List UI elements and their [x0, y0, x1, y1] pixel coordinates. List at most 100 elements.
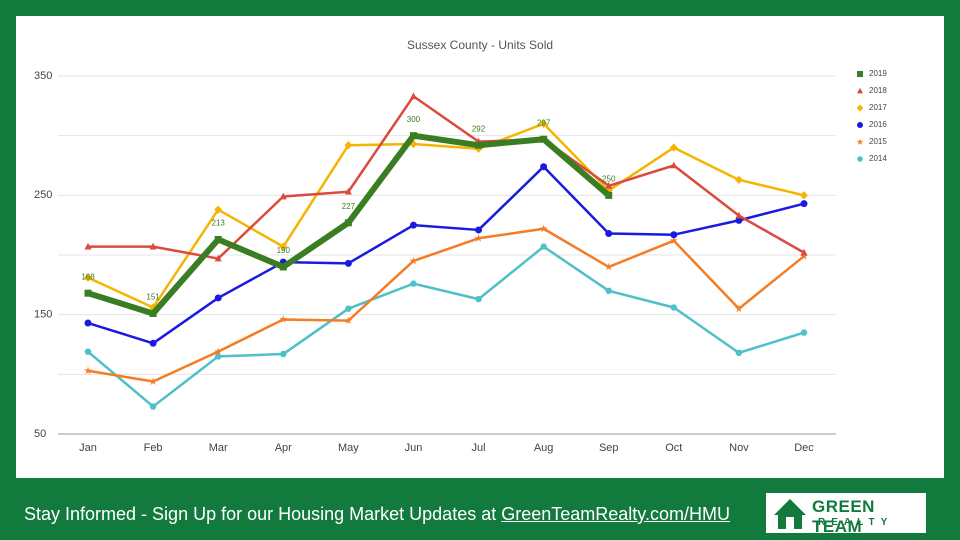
data-point [344, 259, 352, 267]
data-label: 168 [81, 272, 95, 281]
data-point [279, 315, 288, 323]
legend-label: 2016 [869, 120, 887, 129]
data-point [409, 256, 418, 265]
data-point [409, 280, 417, 287]
data-point [604, 262, 613, 271]
data-point [149, 403, 157, 410]
legend-marker [856, 138, 864, 145]
data-point [800, 191, 808, 200]
data-point [214, 294, 222, 302]
data-point [540, 243, 548, 250]
data-point [149, 339, 157, 347]
data-point [279, 192, 287, 200]
data-point [214, 254, 222, 262]
data-point [214, 205, 223, 214]
x-tick-label: Feb [144, 442, 163, 454]
data-point [734, 304, 743, 313]
x-tick-label: Jul [472, 442, 486, 454]
legend-marker [857, 71, 863, 77]
data-point [669, 236, 678, 245]
data-point [605, 287, 613, 294]
data-label: 213 [212, 219, 226, 228]
data-label: 292 [472, 124, 486, 133]
data-label: 300 [407, 115, 421, 124]
data-point [409, 132, 417, 140]
x-tick-label: Dec [794, 442, 814, 454]
data-point [605, 181, 613, 189]
data-label: 227 [342, 202, 356, 211]
legend-marker [856, 104, 864, 112]
data-point [84, 319, 92, 327]
legend-label: 2018 [869, 86, 887, 95]
legend-label: 2019 [869, 69, 887, 78]
data-point [735, 211, 743, 219]
data-point [344, 219, 352, 227]
data-point [149, 377, 158, 385]
x-tick-label: May [338, 442, 359, 454]
data-point [539, 224, 548, 233]
footer-link[interactable]: GreenTeamRealty.com/HMU [501, 504, 730, 524]
chart: Sussex County - Units Sold 50 150 250 350 Ja… [34, 38, 887, 454]
data-point [540, 163, 548, 171]
data-point [735, 175, 743, 185]
data-point [669, 143, 678, 152]
data-point [540, 135, 548, 143]
series-line [87, 122, 805, 309]
series-line [87, 227, 805, 383]
y-tick-label: 150 [34, 309, 52, 321]
legend-marker [857, 156, 863, 162]
data-point [214, 347, 223, 356]
data-point [474, 234, 483, 242]
y-tick-label: 50 [34, 428, 46, 440]
x-tick-label: Aug [534, 442, 554, 454]
data-point [409, 221, 417, 229]
legend-label: 2015 [869, 137, 887, 146]
logo-title: GREEN TEAM [812, 497, 875, 536]
logo-subtitle: REALTY [818, 517, 894, 528]
series-line [87, 245, 805, 408]
x-tick-label: Mar [209, 442, 228, 454]
data-point [84, 348, 92, 355]
x-tick-label: Oct [665, 442, 682, 454]
data-point [344, 141, 353, 150]
legend-label: 2014 [869, 154, 887, 163]
data-point [149, 309, 157, 317]
data-point [670, 231, 678, 239]
data-point [670, 161, 678, 169]
data-point [409, 139, 418, 149]
data-point [344, 187, 352, 195]
data-point [475, 226, 483, 234]
logo-icon [774, 499, 806, 529]
data-point [670, 304, 678, 311]
x-tick-label: Sep [599, 442, 619, 454]
data-point [149, 242, 157, 250]
data-point [604, 186, 613, 195]
legend-label: 2017 [869, 103, 887, 112]
logo: GREEN TEAM REALTY [766, 493, 926, 536]
series-line [88, 95, 805, 260]
data-point [279, 263, 287, 271]
data-point [344, 316, 353, 325]
y-tick-label: 250 [34, 189, 52, 201]
data-point [475, 141, 483, 149]
data-point [800, 200, 808, 208]
data-label: 250 [602, 174, 616, 183]
data-point [800, 248, 808, 256]
data-point [800, 251, 808, 260]
data-point [409, 92, 417, 100]
x-tick-label: Nov [729, 442, 749, 454]
data-label: 190 [277, 246, 291, 255]
data-label: 297 [537, 118, 551, 127]
data-point [84, 366, 92, 375]
data-point [474, 144, 483, 153]
data-point [279, 242, 288, 251]
data-point [279, 351, 287, 358]
data-point [214, 353, 222, 360]
data-label: 151 [146, 293, 160, 302]
data-point [475, 296, 483, 303]
data-point [214, 235, 222, 243]
series-line [87, 165, 805, 345]
data-point [84, 242, 92, 250]
data-point [735, 349, 743, 356]
